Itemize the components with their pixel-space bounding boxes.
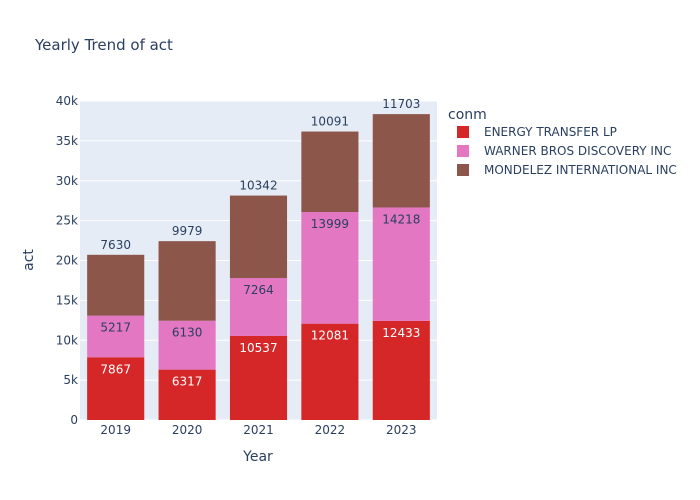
legend-swatch [457,164,469,176]
data-label: 7630 [100,238,131,252]
y-tick-label: 0 [70,413,78,427]
data-label: 6317 [172,375,203,389]
legend-swatch [457,126,469,138]
x-tick-label: 2019 [100,423,131,437]
data-label: 7264 [243,283,274,297]
data-label: 7867 [100,362,131,376]
bar [158,369,216,420]
y-tick-label: 35k [56,134,78,148]
x-tick-label: 2022 [315,423,346,437]
bar [372,320,430,420]
data-label: 14218 [382,212,420,226]
legend: conm ENERGY TRANSFER LP WARNER BROS DISCO… [448,107,677,177]
legend-item-label: WARNER BROS DISCOVERY INC [484,144,671,158]
bar [372,207,430,321]
bar [301,323,359,420]
bar [87,254,145,316]
data-label: 11703 [382,97,420,111]
legend-title: conm [448,107,487,123]
bar [301,131,359,213]
bar [87,357,145,420]
data-label: 6130 [172,326,203,340]
y-tick-label: 10k [56,333,78,347]
y-tick-label: 15k [56,293,78,307]
y-tick-label: 30k [56,174,78,188]
data-labels: 7867 5217 7630 6317 6130 9979 10537 7264 10342 12… [100,97,420,388]
data-label: 10091 [311,115,349,129]
x-tick-label: 2021 [243,423,274,437]
data-label: 12433 [382,326,420,340]
y-tick-label: 25k [56,214,78,228]
x-axis-ticks: 2019 2020 2021 2022 2023 [100,423,416,437]
bars [87,114,430,420]
bar [158,320,216,370]
x-axis-title: Year [242,449,273,465]
bar [87,315,145,358]
data-label: 12081 [311,329,349,343]
y-axis-ticks: 0 5k 10k 15k 20k 25k 30k 35k 40k [56,94,78,427]
y-tick-label: 20k [56,254,78,268]
bar [229,278,288,336]
chart-title: Yearly Trend of act [34,36,173,54]
legend-item-label: MONDELEZ INTERNATIONAL INC [484,163,677,177]
data-label: 10537 [239,341,277,355]
data-label: 13999 [311,217,349,231]
legend-item-label: ENERGY TRANSFER LP [484,125,617,139]
data-label: 10342 [239,179,277,193]
bar [229,335,288,420]
x-tick-label: 2023 [386,423,417,437]
x-tick-label: 2020 [172,423,203,437]
bar [301,212,359,324]
bar [229,195,288,279]
bar [372,114,430,208]
bar [158,241,216,321]
data-label: 5217 [100,321,131,335]
y-tick-label: 5k [63,373,78,387]
y-tick-label: 40k [56,94,78,108]
y-axis-title: act [21,249,37,271]
data-label: 9979 [172,224,203,238]
legend-swatch [457,145,469,157]
